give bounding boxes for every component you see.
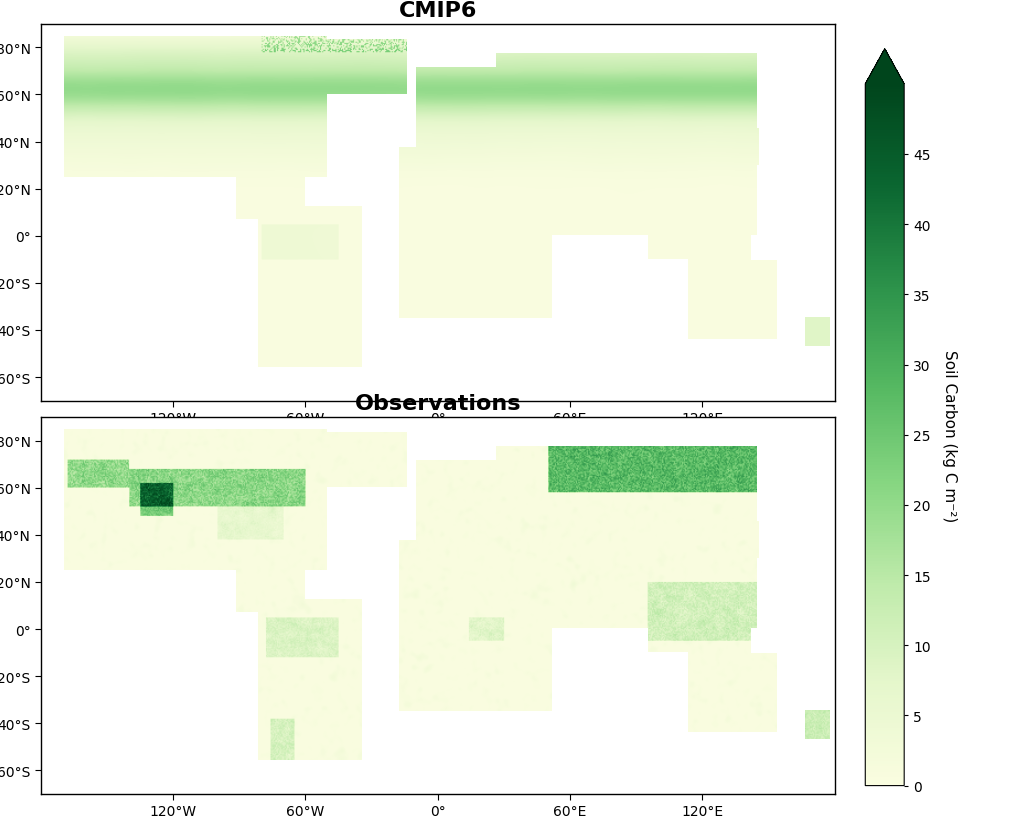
Title: CMIP6: CMIP6 (398, 1, 477, 21)
Y-axis label: Soil Carbon (kg C m⁻²): Soil Carbon (kg C m⁻²) (942, 349, 957, 521)
Title: Observations: Observations (354, 394, 521, 414)
PathPatch shape (865, 50, 904, 84)
